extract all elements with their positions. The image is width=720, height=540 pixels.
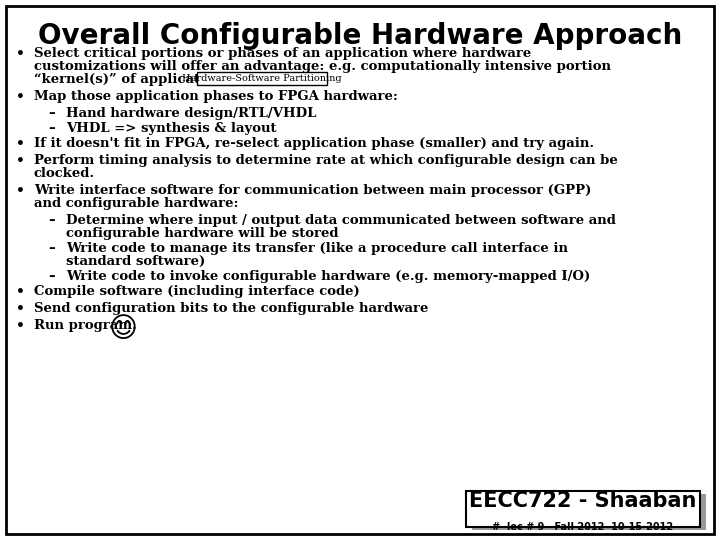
Text: configurable hardware will be stored: configurable hardware will be stored xyxy=(66,227,338,240)
Text: –: – xyxy=(49,214,55,227)
Text: 😊: 😊 xyxy=(109,315,138,343)
Text: Compile software (including interface code): Compile software (including interface co… xyxy=(34,285,360,298)
Text: customizations will offer an advantage: e.g. computationally intensive portion: customizations will offer an advantage: … xyxy=(34,60,611,73)
Text: clocked.: clocked. xyxy=(34,167,95,180)
Text: –: – xyxy=(49,270,55,283)
Text: •: • xyxy=(16,285,24,299)
FancyBboxPatch shape xyxy=(472,494,706,530)
Text: –: – xyxy=(49,242,55,255)
Text: Perform timing analysis to determine rate at which configurable design can be: Perform timing analysis to determine rat… xyxy=(34,154,618,167)
Text: •: • xyxy=(16,137,24,151)
Text: Hardware-Software Partitioning: Hardware-Software Partitioning xyxy=(182,75,342,83)
Text: •: • xyxy=(16,90,24,104)
Text: •: • xyxy=(16,184,24,198)
Text: •: • xyxy=(16,319,24,333)
Text: VHDL => synthesis & layout: VHDL => synthesis & layout xyxy=(66,122,276,135)
Text: and configurable hardware:: and configurable hardware: xyxy=(34,197,238,210)
Text: •: • xyxy=(16,154,24,168)
Text: Select critical portions or phases of an application where hardware: Select critical portions or phases of an… xyxy=(34,47,531,60)
Text: Map those application phases to FPGA hardware:: Map those application phases to FPGA har… xyxy=(34,90,398,103)
Text: –: – xyxy=(49,122,55,135)
Text: Send configuration bits to the configurable hardware: Send configuration bits to the configura… xyxy=(34,302,428,315)
Text: “kernel(s)” of application.: “kernel(s)” of application. xyxy=(34,73,228,86)
Text: –: – xyxy=(49,107,55,120)
Text: standard software): standard software) xyxy=(66,255,205,268)
Text: EECC722 - Shaaban: EECC722 - Shaaban xyxy=(469,491,697,511)
Text: Hand hardware design/RTL/VHDL: Hand hardware design/RTL/VHDL xyxy=(66,107,316,120)
Text: •: • xyxy=(16,47,24,61)
Text: Write code to invoke configurable hardware (e.g. memory-mapped I/O): Write code to invoke configurable hardwa… xyxy=(66,270,590,283)
Text: #  lec # 9   Fall 2012  10-15-2012: # lec # 9 Fall 2012 10-15-2012 xyxy=(492,522,674,532)
FancyBboxPatch shape xyxy=(6,6,714,534)
Text: Write interface software for communication between main processor (GPP): Write interface software for communicati… xyxy=(34,184,591,197)
FancyBboxPatch shape xyxy=(466,491,700,527)
Text: •: • xyxy=(16,302,24,316)
Text: Overall Configurable Hardware Approach: Overall Configurable Hardware Approach xyxy=(38,22,682,50)
Text: Determine where input / output data communicated between software and: Determine where input / output data comm… xyxy=(66,214,616,227)
Text: Write code to manage its transfer (like a procedure call interface in: Write code to manage its transfer (like … xyxy=(66,242,568,255)
FancyBboxPatch shape xyxy=(197,72,327,85)
Text: Run program.: Run program. xyxy=(34,319,137,332)
Text: If it doesn't fit in FPGA, re-select application phase (smaller) and try again.: If it doesn't fit in FPGA, re-select app… xyxy=(34,137,594,150)
